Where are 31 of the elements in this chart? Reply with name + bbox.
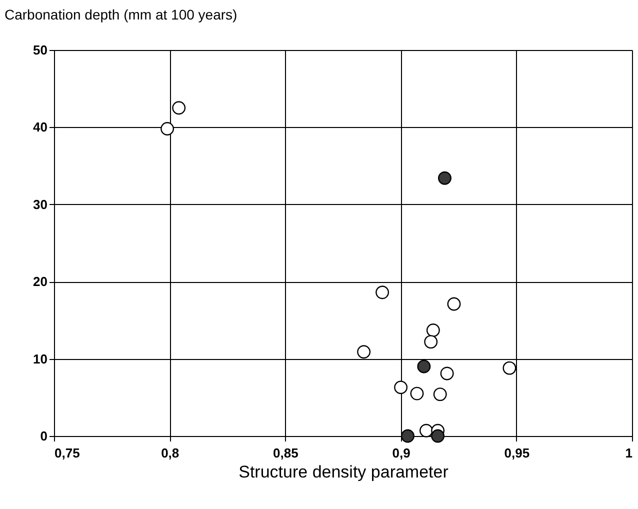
point [394,380,408,394]
x-tick-label: 0,8 [161,446,180,460]
x-tick-label: 0,75 [54,446,80,460]
point [440,366,454,380]
point [426,324,440,337]
point [172,101,186,115]
y-tick-label: 50 [33,42,48,58]
point [160,122,174,136]
x-tick-label: 0,95 [504,446,530,460]
point [431,429,445,443]
point [401,429,414,443]
point [376,286,390,300]
x-tick-label: 1 [625,446,632,460]
point [424,335,438,349]
x-axis-title: Structure density parameter [238,462,449,482]
point [447,297,461,311]
y-axis-title: Carbonation depth (mm at 100 years) [4,6,238,22]
point [502,361,516,375]
y-tick-label: 10 [33,351,48,366]
point [433,388,447,402]
y-tick-label: 30 [33,196,48,212]
point [417,360,431,374]
point [420,424,433,438]
point [410,386,424,400]
y-tick-label: 0 [40,428,48,444]
point [357,345,371,359]
x-tick-label: 0,85 [273,446,298,460]
y-tick-label: 20 [33,274,48,290]
point [438,171,452,185]
x-tick-label: 0,9 [392,446,410,460]
y-tick-label: 40 [33,120,48,135]
